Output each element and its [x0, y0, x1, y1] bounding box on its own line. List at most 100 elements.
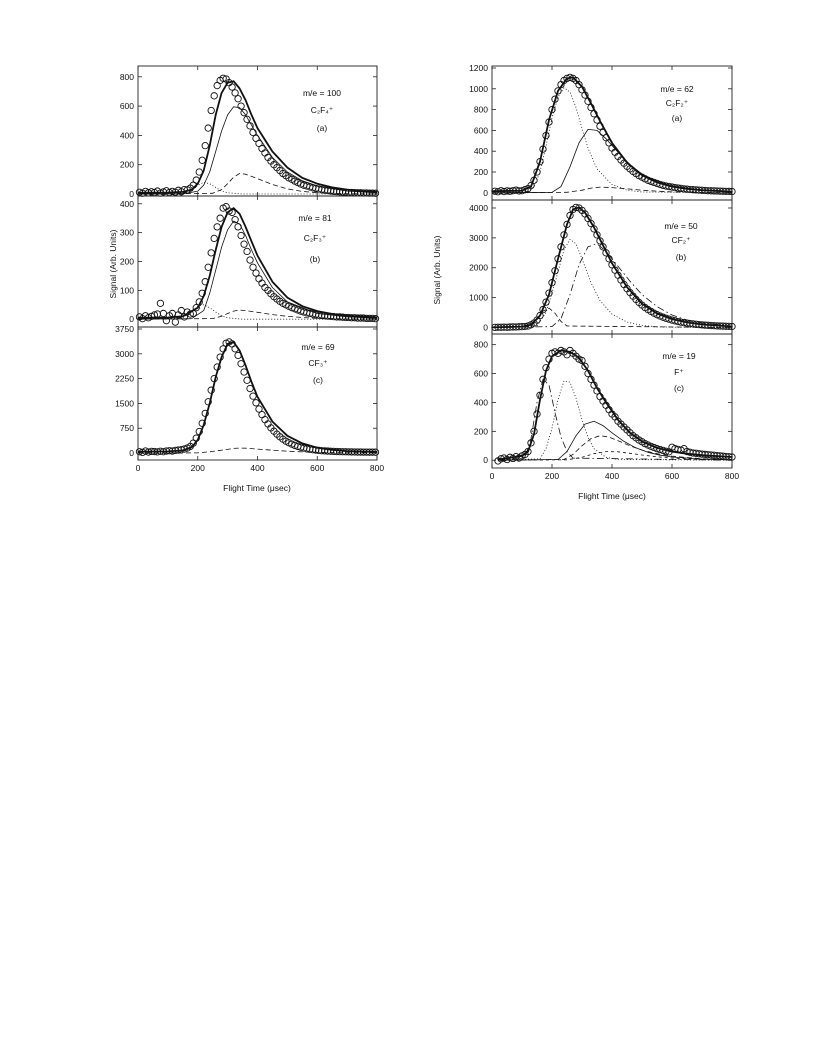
data-point — [237, 231, 245, 240]
data-point — [371, 189, 380, 197]
panel-label-line-2: F⁺ — [674, 367, 684, 377]
panel-frame — [137, 65, 378, 197]
x-tick-label: 0 — [136, 463, 141, 473]
data-point — [536, 311, 544, 320]
data-point — [210, 234, 218, 243]
y-axis-label: Signal (Arb. Units) — [432, 235, 442, 304]
panel-label-line-1: m/e = 69 — [301, 342, 335, 352]
total-fit-line — [137, 80, 378, 194]
y-tick-label: 0 — [483, 188, 488, 198]
y-tick-label: 600 — [474, 369, 488, 379]
y-tick-label: 0 — [129, 314, 134, 324]
data-point — [524, 447, 532, 456]
y-tick-label: 3000 — [469, 233, 488, 243]
right-panel-a: m/e = 62 C₂F₂⁺ (a) 0 200 400 600 800 1000 1200 — [469, 63, 736, 201]
data-point — [234, 95, 242, 103]
data-point — [204, 398, 212, 406]
component-line — [137, 181, 377, 195]
right-panel-b: m/e = 50 CF₂⁺ (b) 0 1000 2000 3000 4000 — [469, 199, 736, 335]
left-panel-a: m/e = 100 C₂F₄⁺ (a) 0 200 400 600 800 — [120, 65, 380, 199]
y-tick-label: 400 — [120, 130, 134, 140]
y-tick-label: 100 — [120, 285, 134, 295]
left-panel-c: m/e = 69 CF₃⁺ (c) 0 750 1500 2250 3000 3750 0 2… — [115, 324, 384, 473]
panel-label-line-2: C₂F₄⁺ — [311, 105, 334, 115]
panel-label-line-2: CF₂⁺ — [671, 235, 691, 245]
data-point — [243, 247, 251, 256]
panel-label-line-3: (b) — [676, 252, 687, 262]
y-tick-label: 1500 — [115, 398, 134, 408]
y-tick-label: 1000 — [469, 293, 488, 303]
component-line — [137, 173, 378, 195]
y-tick-label: 400 — [120, 199, 134, 209]
y-tick-label: 800 — [120, 72, 134, 82]
panel-label-line-1: m/e = 100 — [303, 88, 341, 98]
y-tick-label: 0 — [129, 189, 134, 199]
component-line — [137, 309, 378, 320]
panel-label-line-2: CF₃⁺ — [308, 358, 328, 368]
component-line — [497, 378, 733, 461]
total-fit-line — [491, 206, 733, 329]
component-line — [497, 420, 733, 461]
y-tick-label: 200 — [474, 167, 488, 177]
x-tick-label: 800 — [370, 463, 384, 473]
data-point — [204, 124, 212, 132]
y-tick-label: 200 — [120, 257, 134, 267]
data-point — [554, 87, 562, 95]
y-tick-label: 800 — [474, 105, 488, 115]
data-point — [231, 89, 239, 97]
data-point — [219, 74, 227, 82]
data-point — [252, 399, 260, 407]
panel-label-line-1: m/e = 19 — [662, 351, 696, 361]
data-point — [258, 144, 266, 153]
data-point — [252, 269, 260, 277]
component-line — [491, 243, 733, 328]
panel-label-line-1: m/e = 81 — [298, 213, 332, 223]
data-point — [207, 249, 215, 257]
panel-label-line-3: (c) — [674, 383, 684, 393]
y-tick-label: 1200 — [469, 63, 488, 73]
data-point — [371, 314, 380, 323]
component-line — [491, 239, 733, 328]
data-point — [243, 115, 251, 123]
data-point — [216, 214, 224, 222]
component-line — [491, 129, 733, 194]
component-line — [491, 87, 733, 194]
x-tick-label: 600 — [665, 471, 679, 481]
total-fit-line — [497, 349, 733, 461]
y-tick-label: 3750 — [115, 324, 134, 334]
right-figure: m/e = 62 C₂F₂⁺ (a) 0 200 400 600 800 1000 1200… — [432, 63, 739, 501]
y-tick-label: 4000 — [469, 203, 488, 213]
x-tick-label: 0 — [490, 471, 495, 481]
data-point — [240, 240, 248, 248]
y-tick-label: 200 — [474, 426, 488, 436]
panel-label-line-3: (b) — [310, 254, 321, 264]
data-point — [198, 156, 206, 164]
y-tick-label: 2000 — [469, 263, 488, 273]
data-point — [156, 299, 165, 308]
panel-label-line-3: (a) — [672, 113, 683, 123]
y-tick-label: 0 — [129, 448, 134, 458]
panel-label-line-1: m/e = 50 — [664, 221, 698, 231]
y-tick-label: 200 — [120, 160, 134, 170]
data-point — [237, 102, 245, 110]
panel-frame — [491, 333, 733, 469]
y-tick-label: 750 — [120, 423, 134, 433]
total-fit-line — [137, 341, 378, 453]
data-point — [231, 215, 239, 224]
x-tick-label: 800 — [725, 471, 739, 481]
data-point — [213, 223, 221, 231]
data-point — [261, 149, 269, 157]
y-axis-label: Signal (Arb. Units) — [108, 229, 118, 298]
data-point — [207, 106, 215, 115]
panel-frame — [137, 195, 378, 328]
data-point — [581, 362, 589, 370]
y-tick-label: 800 — [474, 340, 488, 350]
component-line — [137, 447, 378, 454]
component-line — [491, 186, 733, 194]
data-point — [587, 219, 595, 228]
total-fit-line — [137, 207, 378, 319]
right-panel-c: m/e = 19 F⁺ (c) 0 200 400 600 800 0 200 400 600 8… — [474, 333, 739, 481]
panel-frame — [491, 65, 733, 201]
panel-label-line-1: m/e = 62 — [660, 84, 694, 94]
